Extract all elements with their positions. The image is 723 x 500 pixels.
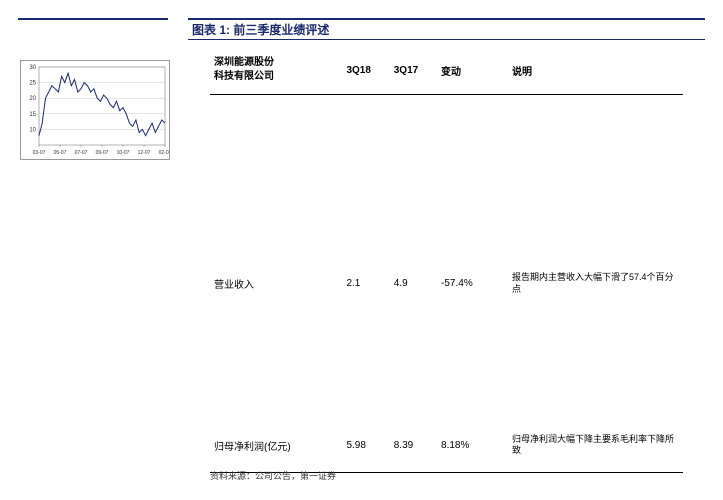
- svg-text:10: 10: [29, 127, 36, 133]
- table-row: [210, 149, 683, 203]
- cell-c3: [437, 203, 508, 257]
- exhibit-source: 资料来源：公司公告，第一证券: [210, 469, 336, 482]
- cell-c0: [210, 203, 342, 257]
- svg-text:30: 30: [29, 65, 36, 71]
- svg-text:07-07: 07-07: [75, 150, 88, 156]
- cell-c1: [342, 95, 389, 149]
- cell-c2: 4.9: [390, 257, 437, 311]
- cell-c0: [210, 149, 342, 203]
- cell-c1: [342, 365, 389, 419]
- cell-c0: [210, 365, 342, 419]
- cell-c3: -57.4%: [437, 257, 508, 311]
- svg-text:02-08: 02-08: [159, 150, 169, 156]
- table-header-row: 深圳能源股份 科技有限公司 3Q18 3Q17 变动 说明: [210, 48, 683, 95]
- cell-c0: 营业收入: [210, 257, 342, 311]
- cell-c3: [437, 311, 508, 365]
- cell-c0: [210, 311, 342, 365]
- cell-c1: 2.1: [342, 257, 389, 311]
- cell-c2: [390, 365, 437, 419]
- table-row: 归母净利润(亿元)5.988.398.18%归母净利润大幅下降主要系毛利率下降所…: [210, 419, 683, 473]
- exhibit-title: 图表 1: 前三季度业绩评述: [192, 21, 329, 38]
- cell-c3: 8.18%: [437, 419, 508, 473]
- metrics-table-region: 深圳能源股份 科技有限公司 3Q18 3Q17 变动 说明 营业收入2.14.9…: [210, 48, 683, 473]
- svg-text:15: 15: [29, 112, 36, 118]
- table-row: 营业收入2.14.9-57.4%报告期内主营收入大幅下滑了57.4个百分点: [210, 257, 683, 311]
- exhibit-title-bar: 图表 1: 前三季度业绩评述: [188, 18, 705, 40]
- table-row: [210, 203, 683, 257]
- cell-c1: 5.98: [342, 419, 389, 473]
- cell-c3: [437, 95, 508, 149]
- svg-text:03-07: 03-07: [33, 150, 46, 156]
- cell-c4: 归母净利润大幅下降主要系毛利率下降所致: [508, 419, 683, 473]
- cell-c4: [508, 365, 683, 419]
- cell-c3: [437, 365, 508, 419]
- cell-c3: [437, 149, 508, 203]
- cell-c4: [508, 311, 683, 365]
- cell-c2: [390, 311, 437, 365]
- svg-text:20: 20: [29, 96, 36, 102]
- cell-c2: [390, 149, 437, 203]
- col-company: 深圳能源股份 科技有限公司: [210, 48, 342, 95]
- cell-c4: [508, 149, 683, 203]
- cell-c4: [508, 95, 683, 149]
- price-chart-svg: 10 15 20 25 30 03-07 05-07 07-07 09-07 10-07 12-07…: [21, 61, 169, 159]
- svg-text:05-07: 05-07: [54, 150, 67, 156]
- table-row: [210, 365, 683, 419]
- metrics-table: 深圳能源股份 科技有限公司 3Q18 3Q17 变动 说明 营业收入2.14.9…: [210, 48, 683, 473]
- cell-c1: [342, 149, 389, 203]
- col-notes: 说明: [508, 48, 683, 95]
- cell-c0: 归母净利润(亿元): [210, 419, 342, 473]
- col-change: 变动: [437, 48, 508, 95]
- col-3q17: 3Q17: [390, 48, 437, 95]
- table-row: [210, 311, 683, 365]
- cell-c0: [210, 95, 342, 149]
- col-3q18: 3Q18: [342, 48, 389, 95]
- svg-text:09-07: 09-07: [96, 150, 109, 156]
- sidebar-top-rule: [18, 18, 168, 20]
- cell-c2: [390, 95, 437, 149]
- svg-text:25: 25: [29, 81, 36, 87]
- svg-text:10-07: 10-07: [117, 150, 130, 156]
- cell-c4: 报告期内主营收入大幅下滑了57.4个百分点: [508, 257, 683, 311]
- svg-text:12-07: 12-07: [138, 150, 151, 156]
- cell-c1: [342, 311, 389, 365]
- cell-c2: [390, 203, 437, 257]
- cell-c1: [342, 203, 389, 257]
- table-row: [210, 95, 683, 149]
- cell-c4: [508, 203, 683, 257]
- cell-c2: 8.39: [390, 419, 437, 473]
- price-chart: 10 15 20 25 30 03-07 05-07 07-07 09-07 10-07 12-07…: [20, 60, 170, 160]
